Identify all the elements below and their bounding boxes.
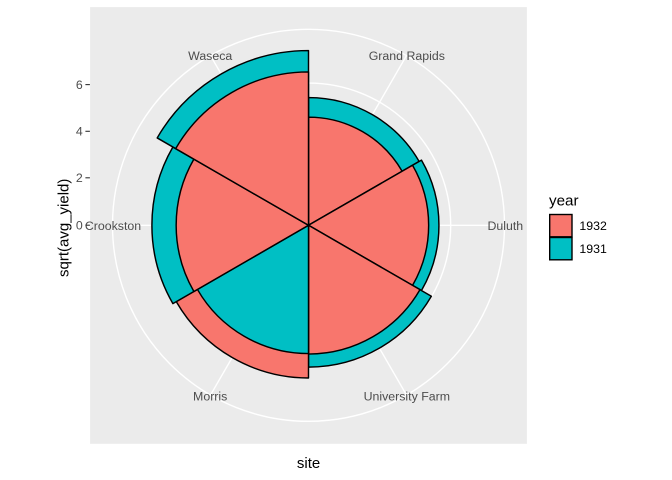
- svg-text:Waseca: Waseca: [188, 49, 232, 63]
- svg-text:6: 6: [76, 78, 83, 92]
- svg-text:1931: 1931: [579, 242, 607, 256]
- svg-text:year: year: [549, 192, 579, 209]
- svg-text:Grand Rapids: Grand Rapids: [369, 49, 445, 63]
- svg-text:1932: 1932: [579, 219, 607, 233]
- svg-text:2: 2: [76, 171, 83, 185]
- svg-text:University Farm: University Farm: [364, 390, 450, 404]
- svg-text:Morris: Morris: [193, 390, 227, 404]
- svg-text:sqrt(avg_yield): sqrt(avg_yield): [55, 179, 72, 277]
- svg-text:Crookston: Crookston: [85, 219, 141, 233]
- svg-text:Duluth: Duluth: [487, 219, 523, 233]
- svg-text:site: site: [297, 455, 320, 472]
- svg-text:0: 0: [76, 219, 83, 233]
- svg-text:4: 4: [76, 125, 83, 139]
